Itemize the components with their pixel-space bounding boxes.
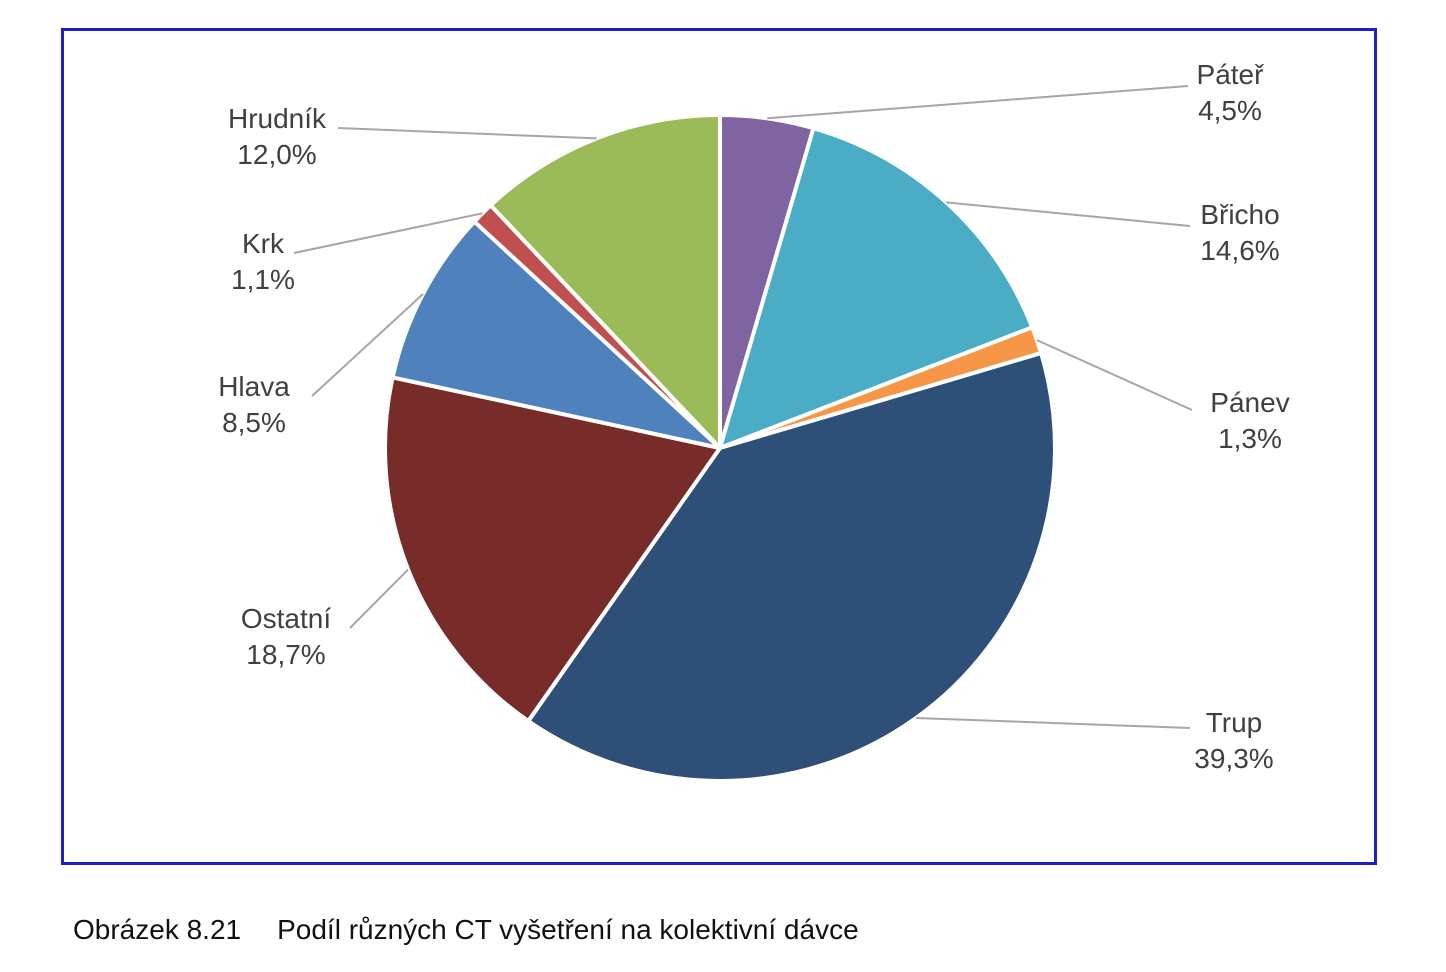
data-label-value-pater: 4,5% bbox=[1198, 95, 1262, 126]
pie-slice-hrudnik bbox=[488, 113, 722, 450]
pie-chart: Páteř 4,5% Břicho 14,6% Pánev 1,3% Trup 39,3% Os… bbox=[218, 59, 1290, 783]
leader-line-pater bbox=[767, 85, 1189, 120]
pie-slice-bricho bbox=[718, 126, 1035, 450]
data-label-value-panev: 1,3% bbox=[1218, 423, 1282, 454]
pie-slice-trup bbox=[526, 351, 1057, 783]
data-label-category-hlava: Hlava bbox=[218, 371, 290, 402]
leader-line-ostatni bbox=[349, 568, 409, 629]
figure-caption: Obrázek 8.21 Podíl různých CT vyšetření n… bbox=[73, 914, 859, 946]
data-label-category-hrudnik: Hrudník bbox=[228, 103, 327, 134]
data-label-value-trup: 39,3% bbox=[1194, 743, 1273, 774]
data-label-value-hrudnik: 12,0% bbox=[237, 139, 316, 170]
figure-title: Podíl různých CT vyšetření na kolektivní… bbox=[277, 914, 859, 945]
data-label-value-krk: 1,1% bbox=[231, 264, 295, 295]
leader-line-panev bbox=[1036, 339, 1193, 411]
figure-number: Obrázek 8.21 bbox=[73, 914, 242, 945]
leader-line-hlava bbox=[311, 293, 424, 397]
leader-line-bricho bbox=[946, 201, 1191, 227]
leader-line-trup bbox=[916, 717, 1191, 729]
pie-slice-ostatni bbox=[383, 375, 722, 724]
leader-line-hrudnik bbox=[337, 127, 597, 140]
data-label-category-ostatni: Ostatní bbox=[241, 603, 331, 634]
data-label-category-panev: Pánev bbox=[1210, 387, 1289, 418]
data-label-category-trup: Trup bbox=[1206, 707, 1263, 738]
data-label-value-ostatni: 18,7% bbox=[246, 639, 325, 670]
data-label-category-pater: Páteř bbox=[1197, 59, 1265, 90]
data-label-category-krk: Krk bbox=[242, 228, 285, 259]
data-label-value-bricho: 14,6% bbox=[1200, 235, 1279, 266]
data-label-category-bricho: Břicho bbox=[1200, 199, 1279, 230]
leader-line-krk bbox=[293, 212, 483, 254]
data-label-value-hlava: 8,5% bbox=[222, 407, 286, 438]
